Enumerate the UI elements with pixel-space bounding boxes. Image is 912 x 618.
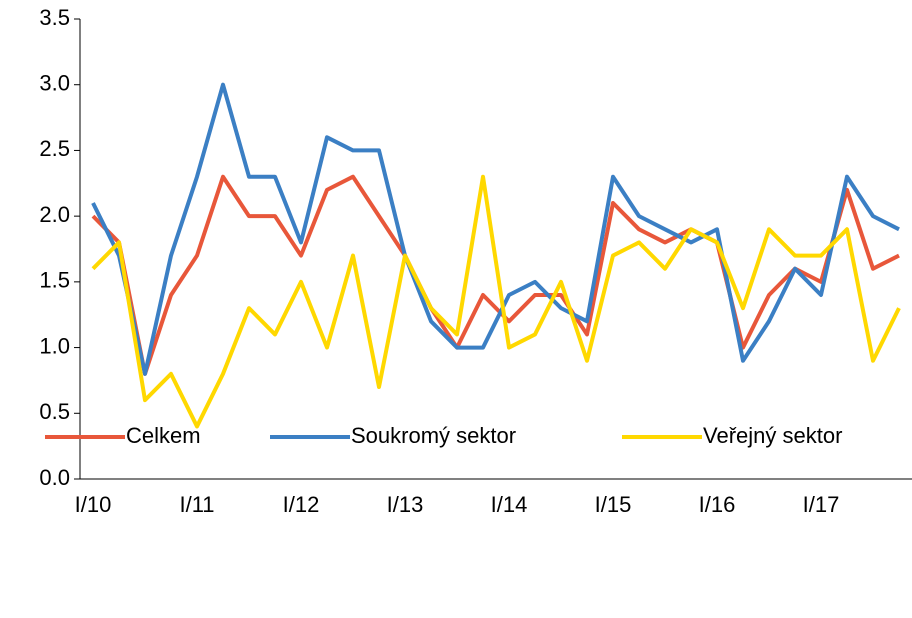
x-tick-label: I/13 <box>387 492 424 517</box>
y-tick-label: 0.0 <box>39 465 70 490</box>
x-tick-label: I/15 <box>595 492 632 517</box>
y-tick-label: 2.5 <box>39 136 70 161</box>
y-tick-label: 1.5 <box>39 268 70 293</box>
y-tick-label: 3.0 <box>39 71 70 96</box>
series-line <box>91 174 900 376</box>
x-tick-label: I/17 <box>803 492 840 517</box>
y-tick-label: 0.5 <box>39 399 70 424</box>
x-tick-label: I/10 <box>75 492 112 517</box>
legend-label: Soukromý sektor <box>351 423 516 448</box>
x-tick-label: I/14 <box>491 492 528 517</box>
y-tick-label: 2.0 <box>39 202 70 227</box>
series-line <box>91 82 900 376</box>
legend-label: Veřejný sektor <box>703 423 842 448</box>
y-tick-label: 1.0 <box>39 333 70 358</box>
x-tick-label: I/12 <box>283 492 320 517</box>
legend-label: Celkem <box>126 423 201 448</box>
x-tick-label: I/16 <box>699 492 736 517</box>
x-tick-label: I/11 <box>179 492 214 517</box>
series-line <box>91 174 901 429</box>
y-tick-label: 3.5 <box>39 5 70 30</box>
